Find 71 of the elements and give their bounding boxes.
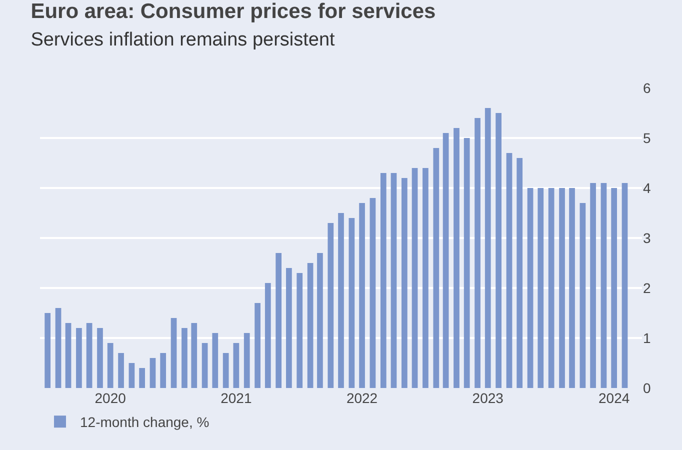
- bar: [307, 263, 314, 388]
- bar: [97, 328, 103, 388]
- bar: [569, 188, 575, 388]
- bar: [233, 343, 240, 388]
- bar: [622, 183, 628, 388]
- chart-subtitle: Services inflation remains persistent: [30, 29, 336, 50]
- bar: [128, 363, 135, 388]
- bar: [559, 188, 565, 388]
- bar: [359, 203, 365, 388]
- bar: [86, 323, 92, 388]
- x-tick-label: 2022: [346, 390, 378, 406]
- bar: [527, 188, 534, 388]
- bar: [170, 318, 177, 388]
- legend-label: 12-month change, %: [80, 414, 210, 430]
- bar: [202, 343, 208, 388]
- bar: [464, 138, 470, 388]
- bar: [317, 253, 323, 388]
- bar: [442, 133, 449, 388]
- bar: [590, 183, 596, 388]
- y-tick-label: 2: [643, 280, 651, 296]
- bar: [244, 333, 250, 388]
- bar: [222, 353, 229, 388]
- y-tick-label: 3: [643, 230, 651, 246]
- bar: [506, 153, 512, 388]
- bar: [380, 173, 386, 388]
- bar: [348, 218, 355, 388]
- chart-title: Euro area: Consumer prices for services: [30, 0, 436, 23]
- bar: [118, 353, 124, 388]
- bar: [433, 148, 440, 388]
- x-tick-label: 2021: [220, 390, 252, 406]
- bar: [182, 328, 188, 388]
- y-tick-label: 4: [643, 180, 651, 196]
- x-tick-label: 2023: [472, 390, 504, 406]
- y-tick-label: 5: [643, 130, 651, 146]
- bar: [264, 283, 271, 388]
- bar: [538, 188, 544, 388]
- x-tick-label: 2020: [94, 390, 126, 406]
- y-tick-label: 0: [643, 380, 651, 396]
- bar: [600, 183, 607, 388]
- bar: [402, 178, 408, 388]
- bar: [328, 223, 334, 388]
- bar: [412, 168, 418, 388]
- bar: [390, 173, 397, 388]
- bar: [160, 353, 166, 388]
- bar: [139, 368, 145, 388]
- bar: [516, 158, 523, 388]
- bar: [338, 213, 344, 388]
- bar: [254, 303, 260, 388]
- bar: [474, 118, 480, 388]
- bar: [191, 323, 198, 388]
- bar: [548, 188, 554, 388]
- bar: [150, 358, 156, 388]
- bar: [454, 128, 460, 388]
- bar: [611, 188, 617, 388]
- bar: [276, 253, 282, 388]
- bar: [496, 113, 502, 388]
- bar: [422, 168, 428, 388]
- bar: [44, 313, 51, 388]
- y-tick-label: 1: [643, 330, 651, 346]
- bar: [484, 108, 491, 388]
- bar: [212, 333, 218, 388]
- x-tick-label: 2024: [598, 390, 630, 406]
- bar: [296, 273, 303, 388]
- bar: [76, 328, 82, 388]
- bar: [286, 268, 292, 388]
- bar: [370, 198, 376, 388]
- bar: [65, 323, 72, 388]
- bar: [107, 343, 114, 388]
- bar: [55, 308, 62, 388]
- y-tick-label: 6: [643, 80, 651, 96]
- bar: [580, 203, 586, 388]
